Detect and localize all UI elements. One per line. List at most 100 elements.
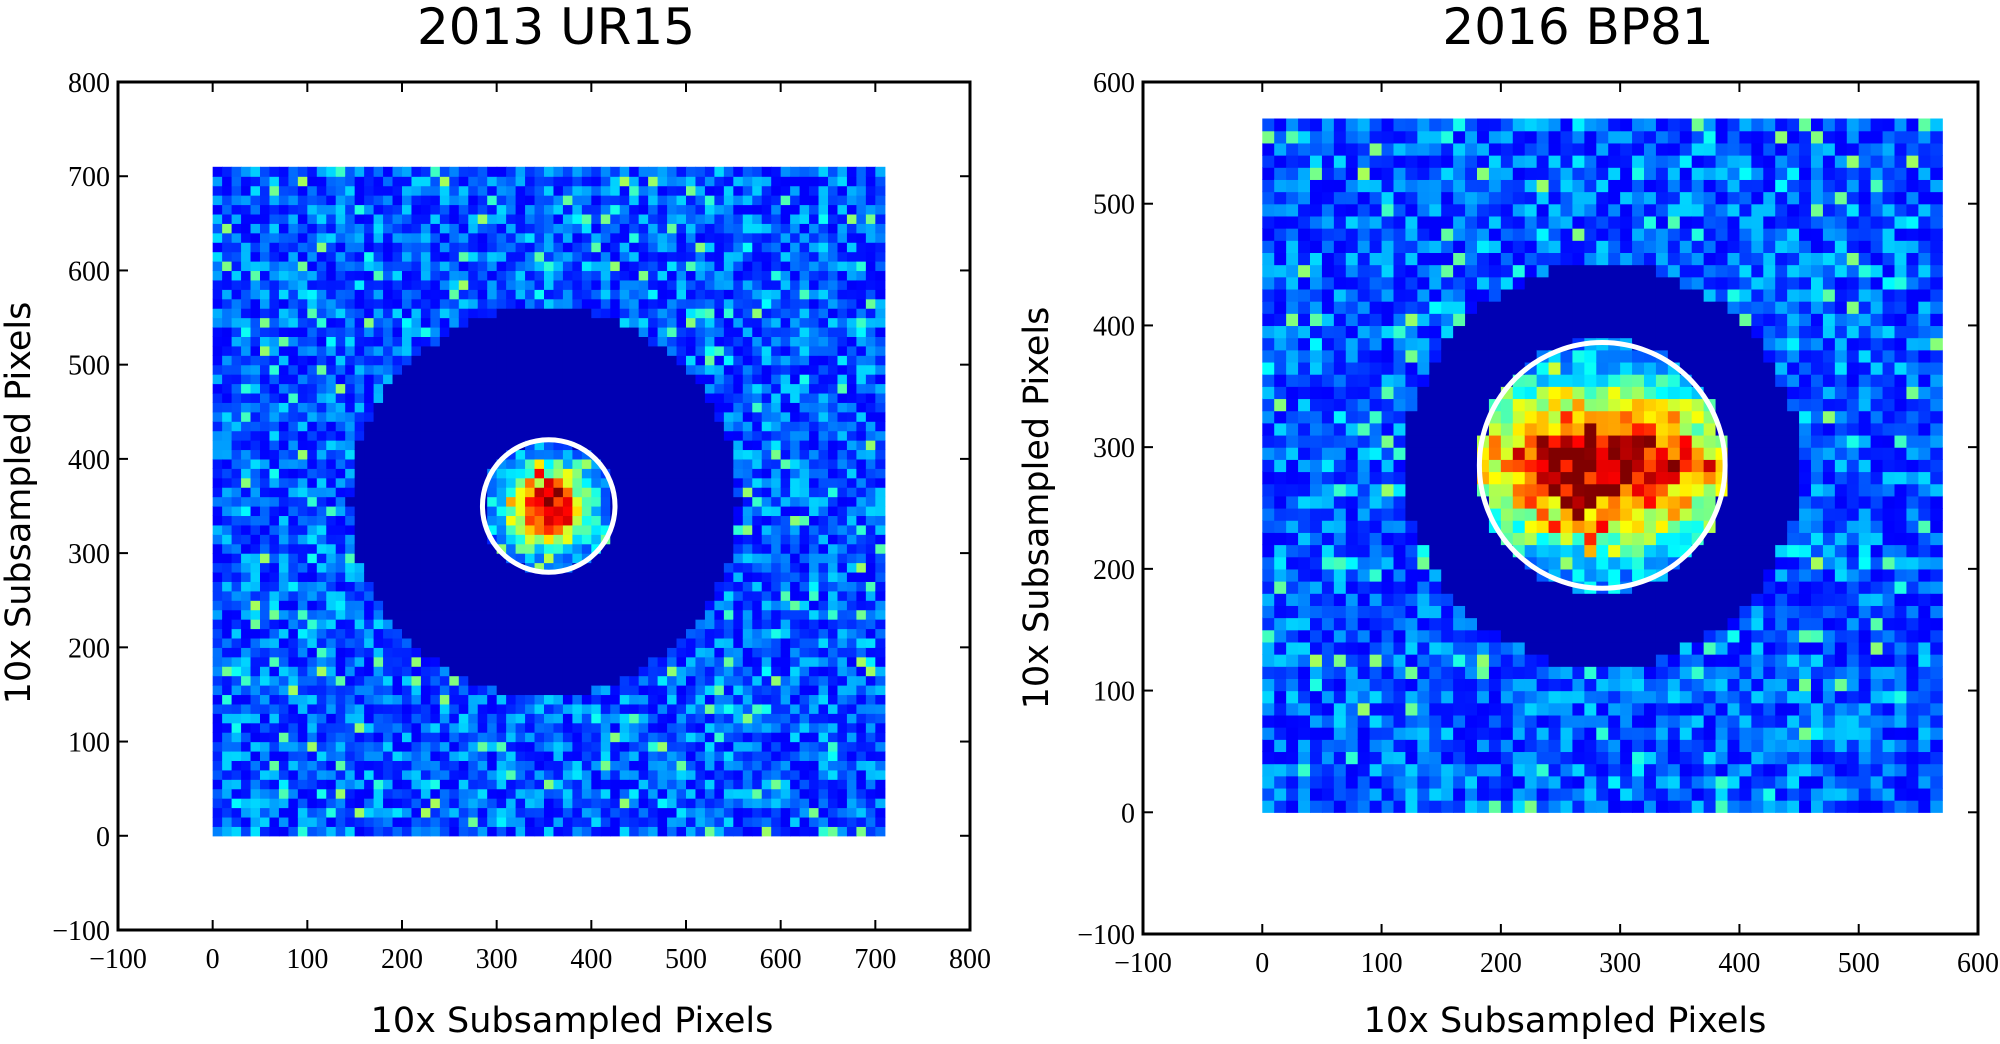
heatmap-cell: [420, 826, 431, 837]
heatmap-cell: [383, 298, 394, 309]
heatmap-cell: [354, 289, 365, 300]
heatmap-cell: [288, 232, 299, 243]
heatmap-cell: [562, 223, 573, 234]
heatmap-cell: [260, 326, 271, 337]
heatmap-cell: [686, 458, 697, 469]
heatmap-cell: [525, 600, 536, 611]
heatmap-cell: [780, 440, 791, 451]
heatmap-cell: [477, 600, 488, 611]
heatmap-cell: [288, 515, 299, 526]
heatmap-cell: [600, 666, 611, 677]
heatmap-cell: [307, 298, 318, 309]
heatmap-cell: [828, 496, 839, 507]
heatmap-cell: [856, 750, 867, 761]
heatmap-cell: [250, 430, 261, 441]
heatmap-cell: [354, 826, 365, 837]
heatmap-cell: [525, 534, 536, 545]
heatmap-cell: [402, 477, 413, 488]
heatmap-cell: [828, 524, 839, 535]
heatmap-cell: [846, 468, 857, 479]
heatmap-cell: [742, 571, 753, 582]
heatmap-cell: [534, 317, 545, 328]
heatmap-cell: [638, 355, 649, 366]
heatmap-cell: [780, 326, 791, 337]
heatmap-cell: [723, 308, 734, 319]
heatmap-cell: [695, 590, 706, 601]
heatmap-cell: [241, 741, 252, 752]
heatmap-cell: [278, 392, 289, 403]
heatmap-cell: [828, 750, 839, 761]
heatmap-cell: [278, 261, 289, 272]
heatmap-cell: [591, 374, 602, 385]
heatmap-cell: [695, 270, 706, 281]
heatmap-cell: [250, 590, 261, 601]
heatmap-cell: [544, 581, 555, 592]
heatmap-cell: [297, 308, 308, 319]
heatmap-cell: [828, 195, 839, 206]
heatmap-cell: [657, 816, 668, 827]
heatmap-cell: [742, 232, 753, 243]
heatmap-cell: [449, 807, 460, 818]
heatmap-cell: [525, 166, 536, 177]
heatmap-cell: [591, 685, 602, 696]
heatmap-cell: [790, 807, 801, 818]
heatmap-cell: [856, 807, 867, 818]
heatmap-cell: [629, 750, 640, 761]
heatmap-cell: [799, 213, 810, 224]
heatmap-cell: [723, 204, 734, 215]
heatmap-cell: [392, 798, 403, 809]
heatmap-cell: [439, 619, 450, 630]
heatmap-cell: [572, 232, 583, 243]
heatmap-cell: [761, 496, 772, 507]
heatmap-cell: [846, 232, 857, 243]
heatmap-cell: [458, 392, 469, 403]
heatmap-cell: [477, 750, 488, 761]
heatmap-cell: [610, 261, 621, 272]
heatmap-cell: [477, 326, 488, 337]
heatmap-cell: [515, 647, 526, 658]
heatmap-cell: [581, 571, 592, 582]
heatmap-cell: [506, 411, 517, 422]
heatmap-cell: [657, 223, 668, 234]
heatmap-cell: [297, 779, 308, 790]
heatmap-cell: [269, 619, 280, 630]
heatmap-cell: [761, 750, 772, 761]
heatmap-cell: [496, 176, 507, 187]
heatmap-cell: [420, 600, 431, 611]
heatmap-cell: [591, 383, 602, 394]
heatmap-cell: [629, 543, 640, 554]
heatmap-cell: [260, 788, 271, 799]
heatmap-cell: [458, 600, 469, 611]
heatmap-cell: [846, 270, 857, 281]
heatmap-cell: [345, 392, 356, 403]
heatmap-cell: [638, 619, 649, 630]
heatmap-cell: [704, 779, 715, 790]
heatmap-cell: [534, 713, 545, 724]
heatmap-cell: [392, 487, 403, 498]
heatmap-cell: [420, 628, 431, 639]
heatmap-cell: [714, 411, 725, 422]
heatmap-cell: [553, 685, 564, 696]
heatmap-cell: [222, 308, 233, 319]
heatmap-cell: [477, 270, 488, 281]
heatmap-cell: [695, 242, 706, 253]
heatmap-cell: [373, 195, 384, 206]
heatmap-cell: [212, 326, 223, 337]
heatmap-cell: [260, 166, 271, 177]
heatmap-cell: [742, 807, 753, 818]
heatmap-cell: [534, 637, 545, 648]
heatmap-cell: [742, 242, 753, 253]
heatmap-cell: [875, 732, 886, 743]
heatmap-cell: [828, 392, 839, 403]
heatmap-cell: [506, 308, 517, 319]
heatmap-cell: [269, 326, 280, 337]
heatmap-cell: [828, 760, 839, 771]
heatmap-cell: [610, 232, 621, 243]
heatmap-cell: [534, 807, 545, 818]
heatmap-cell: [780, 722, 791, 733]
heatmap-cell: [790, 562, 801, 573]
heatmap-cell: [373, 826, 384, 837]
heatmap-cell: [335, 769, 346, 780]
heatmap-cell: [846, 477, 857, 488]
heatmap-cell: [752, 298, 763, 309]
